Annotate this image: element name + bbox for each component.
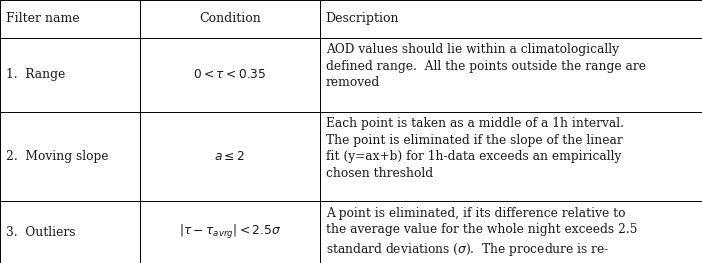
Text: AOD values should lie within a climatologically
defined range.  All the points o: AOD values should lie within a climatolo… — [326, 43, 646, 89]
Text: Description: Description — [326, 12, 399, 25]
Text: $0 < \tau < 0.35$: $0 < \tau < 0.35$ — [193, 68, 267, 81]
Text: 3.  Outliers: 3. Outliers — [6, 226, 75, 239]
Text: $|\tau - \tau_{avrg}| < 2.5\sigma$: $|\tau - \tau_{avrg}| < 2.5\sigma$ — [179, 223, 281, 241]
Text: 1.  Range: 1. Range — [6, 68, 65, 81]
Text: $a \leq 2$: $a \leq 2$ — [214, 150, 246, 163]
Text: Condition: Condition — [199, 12, 261, 25]
Text: Filter name: Filter name — [6, 12, 79, 25]
Text: 2.  Moving slope: 2. Moving slope — [6, 150, 108, 163]
Text: A point is eliminated, if its difference relative to
the average value for the w: A point is eliminated, if its difference… — [326, 207, 637, 263]
Text: Each point is taken as a middle of a 1h interval.
The point is eliminated if the: Each point is taken as a middle of a 1h … — [326, 117, 623, 180]
